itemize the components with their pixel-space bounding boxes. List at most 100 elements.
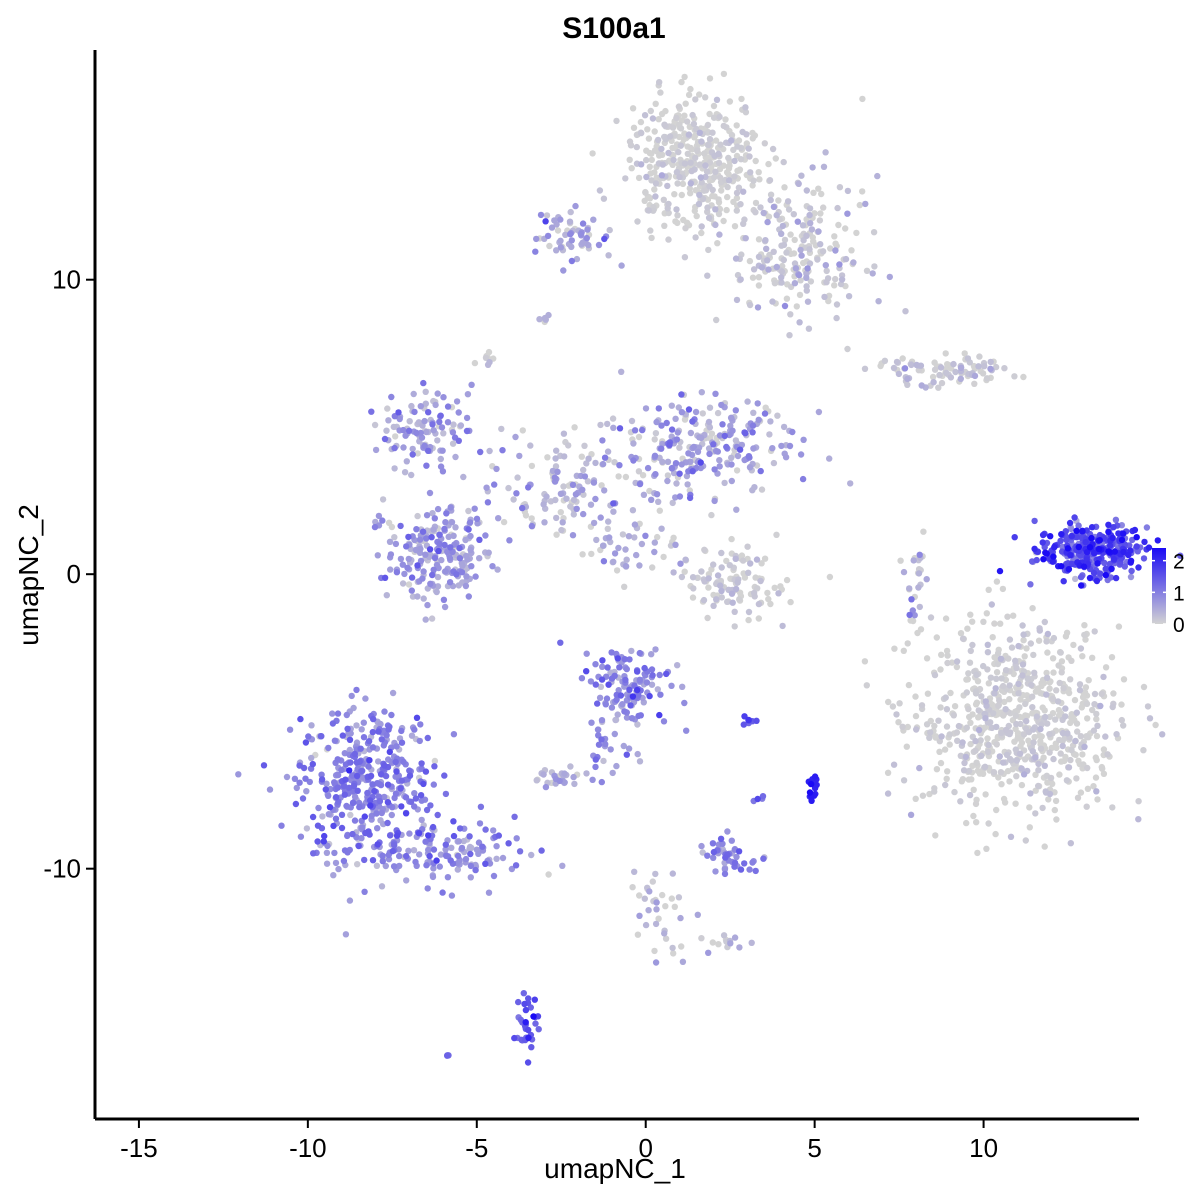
cell-point <box>1083 733 1091 740</box>
cell-point <box>543 493 550 500</box>
cell-point <box>499 447 506 454</box>
cell-point <box>1080 563 1088 570</box>
cell-point <box>848 247 855 254</box>
cell-point <box>667 133 674 140</box>
cell-point <box>1108 565 1115 572</box>
cell-point <box>987 358 994 366</box>
cell-point <box>1082 539 1089 546</box>
cell-point <box>421 417 428 425</box>
cell-point <box>757 467 764 475</box>
cell-point <box>1135 816 1142 823</box>
cell-point <box>669 944 676 952</box>
cell-point <box>329 710 336 717</box>
cell-point <box>959 739 966 746</box>
cell-point <box>1152 721 1159 729</box>
cell-point <box>722 116 729 123</box>
cell-point <box>713 596 720 603</box>
cell-point <box>371 523 379 531</box>
cell-point <box>405 555 412 563</box>
cell-point <box>700 596 708 604</box>
cell-point <box>514 474 521 481</box>
cell-point <box>745 453 753 460</box>
cell-point <box>961 350 968 357</box>
cell-point <box>420 595 427 602</box>
cell-point <box>359 824 366 831</box>
cell-point <box>449 429 457 436</box>
cell-point <box>495 832 502 839</box>
cell-point <box>689 594 697 601</box>
cell-point <box>919 792 927 799</box>
cell-point <box>580 466 587 474</box>
cell-point <box>716 457 723 464</box>
cell-point <box>554 468 561 475</box>
cell-point <box>663 670 670 678</box>
cell-point <box>787 231 794 238</box>
cell-point <box>912 795 919 802</box>
cell-point <box>411 726 418 733</box>
cell-point <box>673 206 680 213</box>
cell-point <box>1051 806 1059 814</box>
cell-point <box>1102 565 1110 572</box>
cell-point <box>648 681 656 688</box>
cell-point <box>417 721 424 728</box>
cell-point <box>557 639 564 646</box>
cell-point <box>741 860 748 867</box>
cell-point <box>661 222 668 229</box>
cell-point <box>1068 746 1075 754</box>
cell-point <box>414 512 421 520</box>
cell-point <box>859 95 866 103</box>
cell-point <box>913 361 920 369</box>
cell-point <box>636 758 644 765</box>
cell-point <box>770 203 778 211</box>
cell-point <box>1068 532 1076 540</box>
cell-point <box>699 410 706 417</box>
cell-point <box>570 496 578 504</box>
cell-point <box>476 555 483 562</box>
cell-point <box>631 427 639 434</box>
cell-point <box>754 795 761 803</box>
cell-point <box>1095 545 1103 553</box>
cell-point <box>720 162 727 169</box>
cell-point <box>778 268 786 275</box>
cell-point <box>1046 790 1054 798</box>
cell-point <box>552 496 559 504</box>
cell-point <box>617 692 625 699</box>
cell-point <box>1067 756 1074 764</box>
cell-point <box>1091 701 1098 708</box>
cell-point <box>685 91 693 99</box>
x-tick-label: 5 <box>807 1133 821 1163</box>
cell-point <box>633 551 640 559</box>
cell-point <box>463 427 471 435</box>
cell-point <box>656 507 663 514</box>
cell-point <box>422 838 429 845</box>
cell-point <box>1031 733 1038 741</box>
cell-point <box>1058 531 1065 538</box>
cell-point <box>803 232 810 239</box>
cell-point <box>1073 720 1081 727</box>
cell-point <box>596 187 604 194</box>
cell-point <box>482 532 489 539</box>
cell-point <box>623 751 630 758</box>
cell-point <box>1093 577 1101 585</box>
cell-point <box>425 846 432 854</box>
cell-point <box>1096 537 1104 544</box>
cell-point <box>629 693 637 700</box>
cell-point <box>1094 796 1101 803</box>
cell-point <box>781 184 788 191</box>
cell-point <box>993 578 1001 585</box>
cell-point <box>694 911 701 918</box>
cell-point <box>1140 555 1148 562</box>
cell-point <box>944 361 951 368</box>
cell-point <box>1046 731 1053 738</box>
cell-point <box>339 732 346 739</box>
cell-point <box>598 778 605 786</box>
cell-point <box>959 635 967 642</box>
cell-point <box>973 759 980 766</box>
cell-point <box>608 649 615 656</box>
cell-point <box>692 187 699 194</box>
cell-point <box>684 150 691 157</box>
cell-point <box>666 441 673 448</box>
cell-point <box>621 708 628 715</box>
cell-point <box>652 920 660 928</box>
cell-point <box>320 838 327 845</box>
